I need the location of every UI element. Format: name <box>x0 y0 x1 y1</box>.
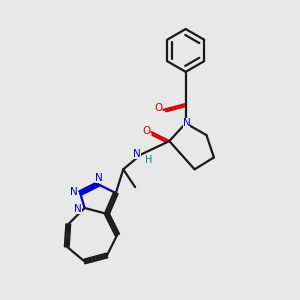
Text: H: H <box>146 155 153 165</box>
Text: N: N <box>95 173 103 183</box>
Text: N: N <box>74 204 82 214</box>
Text: N: N <box>70 187 77 196</box>
Text: N: N <box>133 148 141 159</box>
Text: O: O <box>154 103 162 113</box>
Text: N: N <box>183 118 190 128</box>
Text: O: O <box>142 126 150 136</box>
